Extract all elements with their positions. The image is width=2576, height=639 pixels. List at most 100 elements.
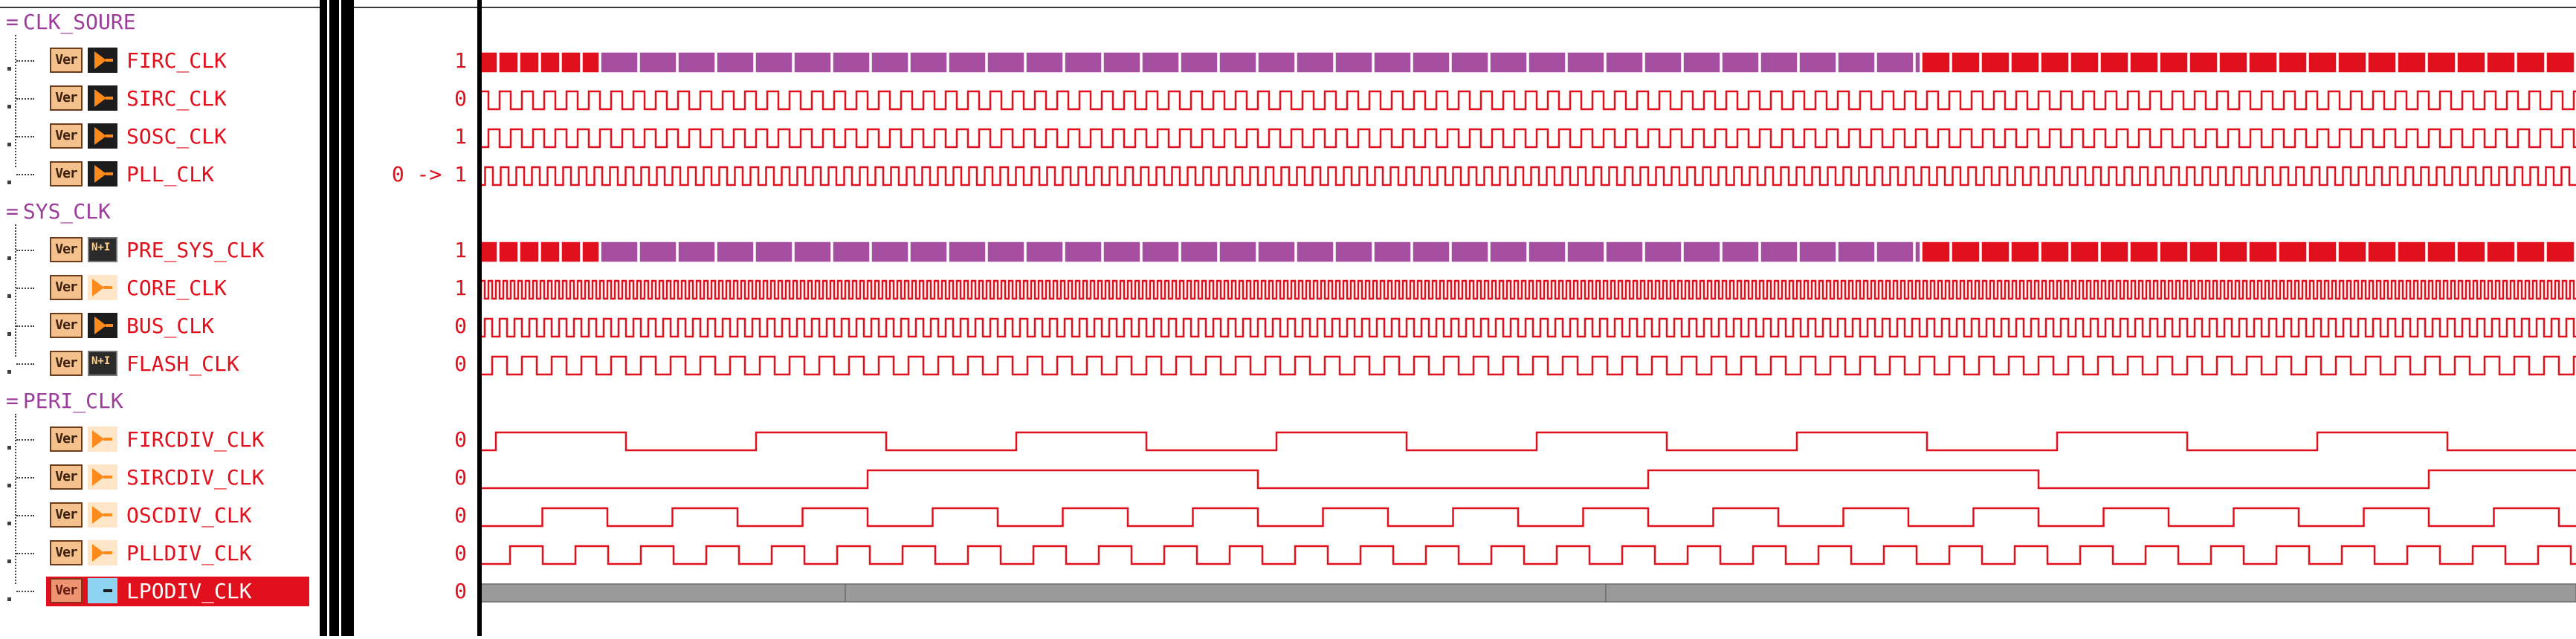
signal-list-pane[interactable]: = CLK_SOURE Ver FIRC_CLK Ver SIRC_CLK Ver SOSC_… xyxy=(0,8,320,636)
bus-cell xyxy=(1064,241,1103,263)
group-label[interactable]: = CLK_SOURE xyxy=(6,10,136,34)
clock-icon xyxy=(88,48,117,73)
group-expand-icon[interactable]: = xyxy=(6,10,19,34)
bus-cell xyxy=(2456,241,2486,263)
bus-cell xyxy=(1373,241,1412,263)
waveform-pre_sys_clk[interactable] xyxy=(477,241,2575,263)
bus-cell xyxy=(2456,51,2486,74)
bus-cell xyxy=(2516,241,2546,263)
signal-row[interactable]: Ver BUS_CLK xyxy=(0,311,320,341)
bus-cell xyxy=(1334,51,1373,74)
signal-row[interactable]: Ver SOSC_CLK xyxy=(0,122,320,152)
waveform-lpodiv_clk[interactable] xyxy=(477,583,2576,603)
tree-node-dot xyxy=(7,143,11,146)
bus-cell xyxy=(871,241,909,263)
clock-icon xyxy=(88,161,117,186)
group-expand-icon[interactable]: = xyxy=(6,199,19,224)
clock-icon xyxy=(88,426,117,452)
time-cursor[interactable] xyxy=(477,0,482,636)
bus-cell xyxy=(1951,51,1981,74)
bus-cell xyxy=(1064,51,1103,74)
signal-row[interactable]: Ver SIRC_CLK xyxy=(0,84,320,114)
bus-cell xyxy=(1644,241,1682,263)
signal-value: 1 xyxy=(454,238,467,262)
waveform-firc_clk[interactable] xyxy=(477,51,2575,74)
group-label[interactable]: = SYS_CLK xyxy=(6,199,111,224)
bus-cell xyxy=(1760,51,1798,74)
waveform-plldiv_clk[interactable] xyxy=(477,545,2576,565)
bus-cell xyxy=(1876,241,1914,263)
group-label[interactable]: = PERI_CLK xyxy=(6,389,123,413)
bus-cell xyxy=(832,241,871,263)
signal-name: SOSC_CLK xyxy=(126,124,227,149)
group-expand-icon[interactable]: = xyxy=(6,389,19,413)
signal-row[interactable]: Ver N+I FLASH_CLK xyxy=(0,349,320,379)
bus-cell xyxy=(716,241,755,263)
tree-node-dot xyxy=(7,181,11,184)
clock-icon xyxy=(88,313,117,338)
bus-cell xyxy=(1605,51,1644,74)
bus-cell xyxy=(2248,51,2278,74)
tree-branch xyxy=(16,477,34,479)
signal-row[interactable]: Ver SIRCDIV_CLK xyxy=(0,463,320,493)
signal-row[interactable]: Ver PLLDIV_CLK xyxy=(0,539,320,568)
bus-cell xyxy=(1412,241,1450,263)
bus-cell xyxy=(1605,241,1644,263)
waveform-flash_clk[interactable] xyxy=(477,355,2576,376)
signal-row[interactable]: Ver PLL_CLK xyxy=(0,160,320,189)
bus-cell xyxy=(639,51,677,74)
clock-icon xyxy=(88,85,117,111)
bus-cell xyxy=(987,51,1025,74)
signal-row[interactable]: Ver LPODIV_CLK xyxy=(0,577,320,606)
signal-name: OSCDIV_CLK xyxy=(126,503,252,528)
bus-cell xyxy=(2010,51,2040,74)
bus-cell xyxy=(2337,51,2367,74)
bus-cell xyxy=(2308,241,2337,263)
bus-cell xyxy=(793,51,832,74)
tree-branch xyxy=(16,98,34,100)
tree-node-dot xyxy=(7,559,11,563)
waveform-sircdiv_clk[interactable] xyxy=(477,469,2576,490)
bus-cell xyxy=(755,51,793,74)
signal-value: 0 xyxy=(454,579,467,603)
signal-value: 1 xyxy=(454,276,467,300)
bus-cell xyxy=(2486,241,2516,263)
bus-cell xyxy=(1141,241,1180,263)
bus-cell xyxy=(1025,51,1064,74)
bus-cell xyxy=(793,241,832,263)
waveform-pll_clk[interactable] xyxy=(477,166,2576,186)
waveform-sosc_clk[interactable] xyxy=(477,128,2576,149)
waveform-canvas[interactable] xyxy=(477,8,2576,636)
bus-cell xyxy=(1103,51,1141,74)
bus-cell xyxy=(1025,241,1064,263)
signal-row[interactable]: Ver FIRCDIV_CLK xyxy=(0,425,320,455)
bus-cell xyxy=(1528,51,1566,74)
bus-cell xyxy=(2159,241,2189,263)
signal-value: 1 xyxy=(454,124,467,149)
group-name: SYS_CLK xyxy=(22,199,111,224)
waveform-bus_clk[interactable] xyxy=(477,317,2576,338)
bus-cell xyxy=(948,241,987,263)
clock-trace xyxy=(477,507,2576,528)
signal-row[interactable]: Ver N+I PRE_SYS_CLK xyxy=(0,236,320,265)
waveform-core_clk[interactable] xyxy=(477,279,2576,300)
waveform-pane[interactable] xyxy=(477,8,2576,636)
signal-row[interactable]: Ver CORE_CLK xyxy=(0,273,320,303)
waveform-oscdiv_clk[interactable] xyxy=(477,507,2576,528)
var-type-icon: Ver xyxy=(50,426,83,452)
clock-trace xyxy=(477,469,2576,490)
tree-branch xyxy=(16,591,34,592)
clock-icon xyxy=(88,502,117,528)
signal-row[interactable]: Ver OSCDIV_CLK xyxy=(0,501,320,531)
signal-name: LPODIV_CLK xyxy=(126,579,252,603)
bus-cell xyxy=(2516,51,2546,74)
bus-cell xyxy=(1914,241,1921,263)
signal-row[interactable]: Ver FIRC_CLK xyxy=(0,46,320,76)
pane-splitter[interactable] xyxy=(320,0,354,636)
waveform-sirc_clk[interactable] xyxy=(477,90,2576,111)
bus-cell xyxy=(2248,241,2278,263)
waveform-fircdiv_clk[interactable] xyxy=(477,431,2576,452)
tree-branch xyxy=(16,553,34,554)
tree-node-dot xyxy=(7,370,11,374)
